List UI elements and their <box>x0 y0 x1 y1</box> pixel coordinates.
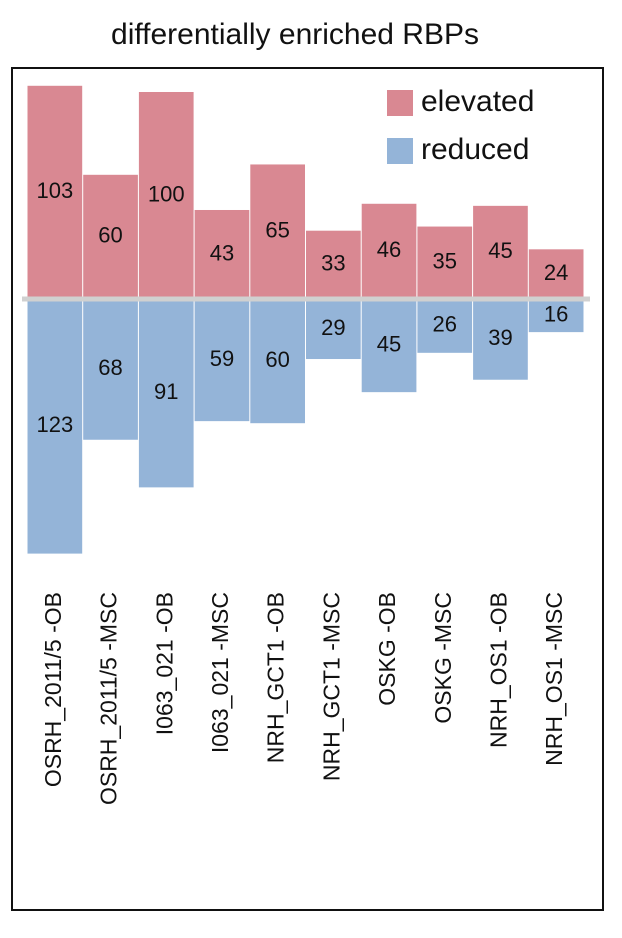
data-label: 65 <box>265 218 289 243</box>
bar <box>306 299 361 360</box>
bars <box>27 85 584 554</box>
data-label: 45 <box>488 238 512 263</box>
legend-label: elevated <box>421 85 534 118</box>
data-label: 68 <box>98 355 122 380</box>
bar <box>250 299 305 424</box>
bar <box>528 299 584 333</box>
x-tick-label: OSRH_2011/5 -MSC <box>96 592 122 805</box>
data-label: 45 <box>377 331 401 356</box>
bar <box>361 203 417 299</box>
legend-swatch <box>387 138 413 164</box>
x-tick-label: NRH_OS1 -MSC <box>541 592 567 766</box>
x-tick-label: I063_021 -MSC <box>207 592 233 753</box>
data-label: 60 <box>265 347 289 372</box>
data-label: 16 <box>544 301 568 326</box>
bar <box>27 85 83 299</box>
bar <box>528 249 584 299</box>
bar <box>194 299 250 422</box>
bar <box>138 299 194 488</box>
bar <box>473 205 528 299</box>
x-tick-label: OSKG -MSC <box>430 592 456 724</box>
bar <box>473 299 528 380</box>
bar <box>27 299 83 554</box>
labels: 103 60 100 43 65 33 46 35 45 24 123 68 91 59 60 29 45 26 3… <box>36 178 568 805</box>
bar <box>83 174 138 299</box>
chart-title: differentially enriched RBPs <box>111 18 479 51</box>
data-label: 59 <box>210 346 234 371</box>
data-label: 46 <box>377 237 401 262</box>
x-tick-label: NRH_GCT1 -OB <box>263 592 289 763</box>
x-tick-label: NRH_GCT1 -MSC <box>318 592 344 781</box>
data-label: 43 <box>210 240 234 265</box>
bar <box>250 164 305 299</box>
legend-swatch <box>387 90 413 116</box>
x-tick-label: OSRH_2011/5 -OB <box>40 592 66 787</box>
bar <box>83 299 138 440</box>
bar <box>194 209 250 299</box>
data-label: 100 <box>148 181 185 206</box>
x-tick-label: NRH_OS1 -OB <box>486 592 512 748</box>
bar <box>417 226 473 299</box>
legend-label: reduced <box>421 133 529 166</box>
bar <box>417 299 473 353</box>
data-label: 35 <box>433 249 457 274</box>
bar <box>138 92 194 299</box>
data-label: 24 <box>544 260 568 285</box>
data-label: 60 <box>98 223 122 248</box>
data-label: 26 <box>433 312 457 337</box>
data-label: 91 <box>154 379 178 404</box>
data-label: 123 <box>36 412 73 437</box>
bar <box>306 230 361 299</box>
plot-frame <box>11 67 604 911</box>
bar <box>361 299 417 393</box>
data-label: 29 <box>321 315 345 340</box>
data-label: 33 <box>321 251 345 276</box>
x-tick-label: I063_021 -OB <box>151 592 177 735</box>
data-label: 39 <box>488 325 512 350</box>
data-label: 103 <box>36 178 73 203</box>
x-tick-label: OSKG -OB <box>374 592 400 706</box>
